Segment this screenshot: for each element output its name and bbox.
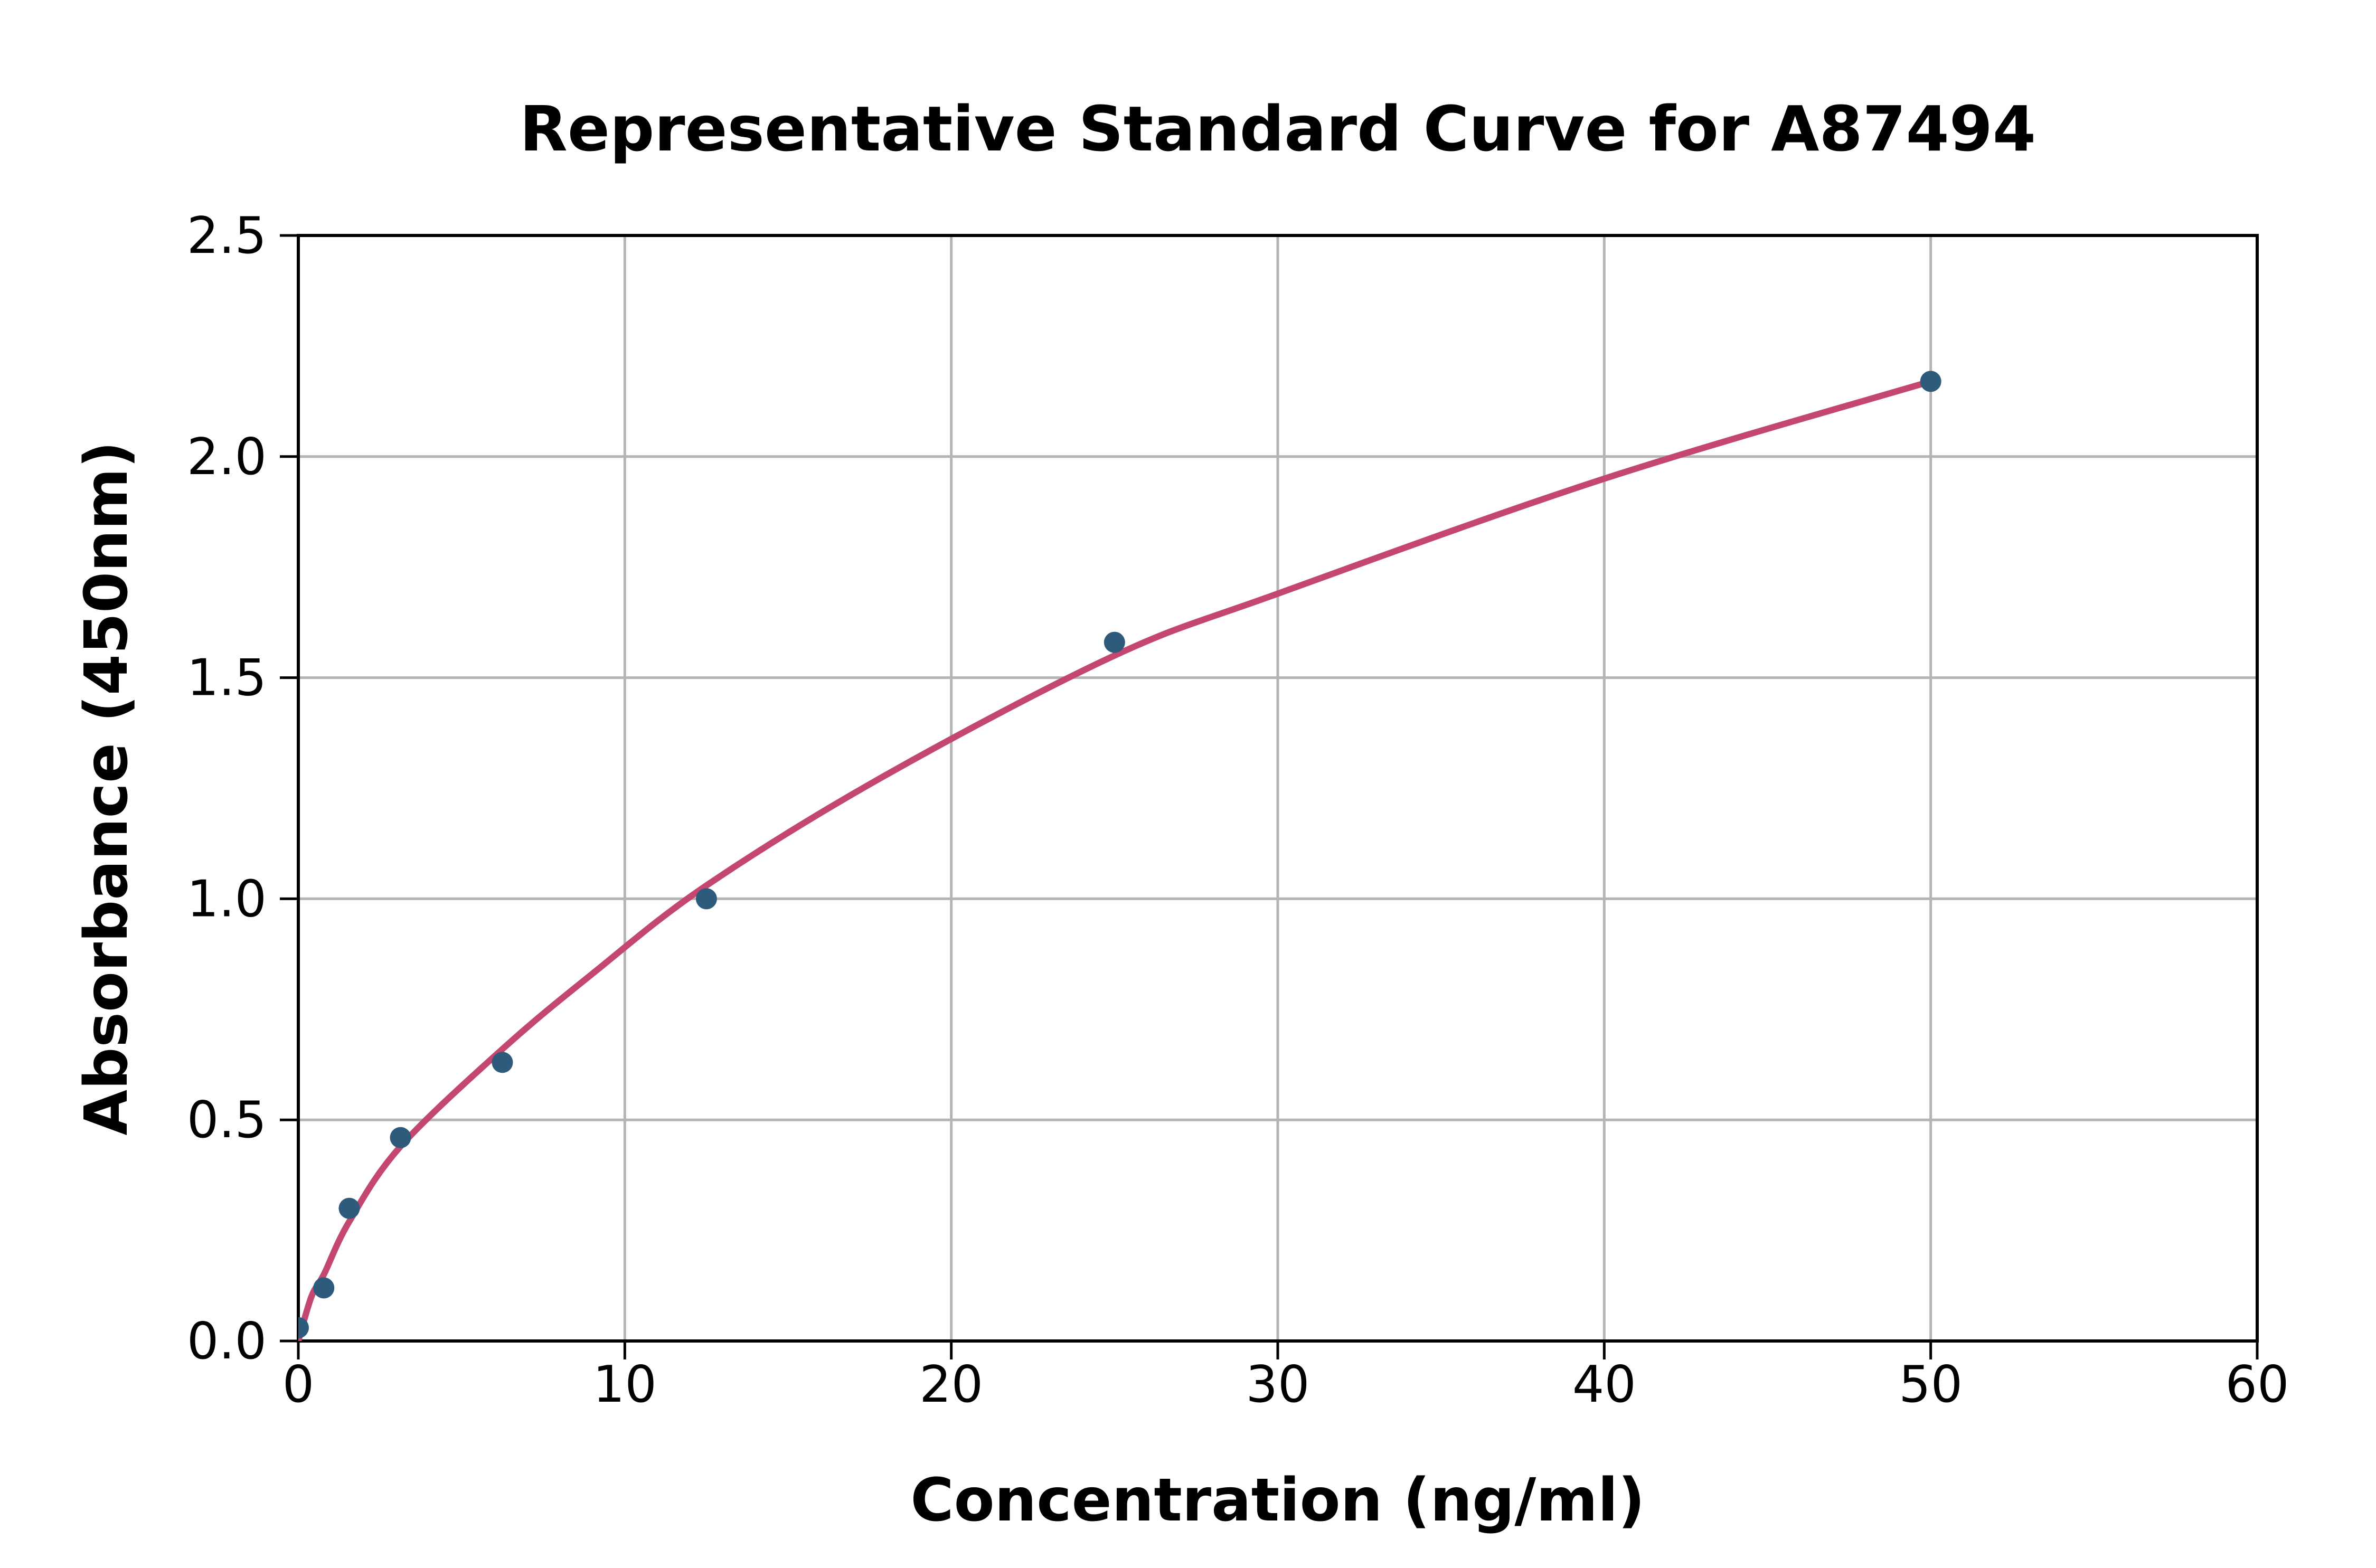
y-axis-label: Absorbance (450nm): [72, 441, 141, 1135]
data-point: [1104, 631, 1125, 653]
axis-ticks: [280, 234, 2259, 1359]
data-point: [338, 1197, 360, 1219]
y-tick-label: 0.5: [187, 1091, 267, 1149]
data-point: [313, 1277, 335, 1299]
x-axis-label: Concentration (ng/ml): [910, 1466, 1645, 1535]
fit-curve: [298, 378, 1934, 1341]
data-point: [695, 888, 717, 910]
x-tick-label: 10: [593, 1356, 657, 1414]
gridlines: [298, 235, 2257, 1341]
x-tick-label: 30: [1246, 1356, 1310, 1414]
plot-border: [297, 234, 2259, 1343]
data-point: [492, 1052, 513, 1073]
y-tick-label: 1.0: [187, 870, 267, 928]
x-tick-label: 60: [2226, 1356, 2289, 1414]
y-tick-label: 2.5: [187, 207, 267, 265]
x-tick-label: 0: [282, 1356, 314, 1414]
y-tick-label: 0.0: [187, 1312, 267, 1371]
tick-labels: 0 10 20 30 40 50 60 0.0 0.5 1.0 1.5 2.0 2.5: [187, 207, 2289, 1414]
data-point: [298, 1317, 309, 1338]
x-tick-label: 50: [1899, 1356, 1963, 1414]
data-point: [390, 1127, 411, 1148]
data-point: [1920, 371, 1941, 392]
y-tick-label: 1.5: [187, 649, 267, 707]
x-tick-label: 40: [1572, 1356, 1636, 1414]
x-tick-label: 20: [919, 1356, 983, 1414]
data-points: [298, 371, 1941, 1338]
chart-title: Representative Standard Curve for A87494: [520, 92, 2036, 165]
y-tick-label: 2.0: [187, 428, 267, 486]
